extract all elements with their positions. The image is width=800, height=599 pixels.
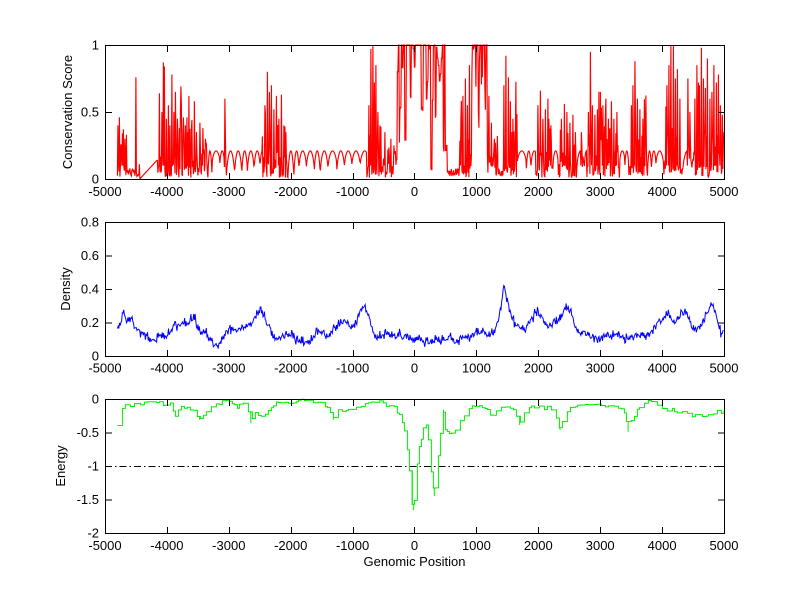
svg-text:-2000: -2000 — [274, 361, 307, 376]
svg-text:0: 0 — [92, 172, 99, 187]
svg-text:Energy: Energy — [53, 445, 68, 487]
svg-text:-1.5: -1.5 — [77, 492, 99, 507]
svg-text:5000: 5000 — [710, 538, 739, 553]
svg-text:-4000: -4000 — [150, 538, 183, 553]
svg-text:Density: Density — [58, 267, 73, 311]
svg-text:1000: 1000 — [462, 184, 491, 199]
svg-text:1000: 1000 — [462, 361, 491, 376]
svg-text:5000: 5000 — [710, 361, 739, 376]
svg-text:4000: 4000 — [648, 361, 677, 376]
svg-text:0.2: 0.2 — [81, 315, 99, 330]
svg-text:Genomic Position: Genomic Position — [364, 554, 466, 569]
svg-text:-5000: -5000 — [88, 184, 121, 199]
svg-text:-3000: -3000 — [212, 361, 245, 376]
svg-text:-0.5: -0.5 — [77, 425, 99, 440]
svg-text:3000: 3000 — [586, 361, 615, 376]
svg-text:0.8: 0.8 — [81, 215, 99, 230]
svg-text:-2: -2 — [87, 526, 99, 541]
svg-text:0.4: 0.4 — [81, 282, 99, 297]
svg-text:0.6: 0.6 — [81, 248, 99, 263]
svg-text:4000: 4000 — [648, 184, 677, 199]
svg-text:2000: 2000 — [524, 184, 553, 199]
svg-text:4000: 4000 — [648, 538, 677, 553]
svg-text:0: 0 — [411, 538, 418, 553]
svg-text:2000: 2000 — [524, 361, 553, 376]
svg-text:-1: -1 — [87, 459, 99, 474]
svg-text:-2000: -2000 — [274, 538, 307, 553]
svg-text:-3000: -3000 — [212, 538, 245, 553]
svg-text:1000: 1000 — [462, 538, 491, 553]
svg-text:-1000: -1000 — [336, 538, 369, 553]
svg-text:-4000: -4000 — [150, 361, 183, 376]
svg-text:2000: 2000 — [524, 538, 553, 553]
svg-text:0: 0 — [411, 184, 418, 199]
svg-text:1: 1 — [92, 38, 99, 53]
svg-text:-1000: -1000 — [336, 184, 369, 199]
svg-text:0: 0 — [92, 349, 99, 364]
svg-text:0: 0 — [411, 361, 418, 376]
svg-text:3000: 3000 — [586, 184, 615, 199]
svg-text:-1000: -1000 — [336, 361, 369, 376]
svg-text:Conservation Score: Conservation Score — [60, 55, 75, 169]
svg-text:3000: 3000 — [586, 538, 615, 553]
svg-text:-2000: -2000 — [274, 184, 307, 199]
svg-text:-5000: -5000 — [88, 361, 121, 376]
svg-text:0: 0 — [92, 392, 99, 407]
svg-text:-4000: -4000 — [150, 184, 183, 199]
svg-text:-5000: -5000 — [88, 538, 121, 553]
svg-text:-3000: -3000 — [212, 184, 245, 199]
svg-text:0.5: 0.5 — [81, 105, 99, 120]
svg-text:5000: 5000 — [710, 184, 739, 199]
